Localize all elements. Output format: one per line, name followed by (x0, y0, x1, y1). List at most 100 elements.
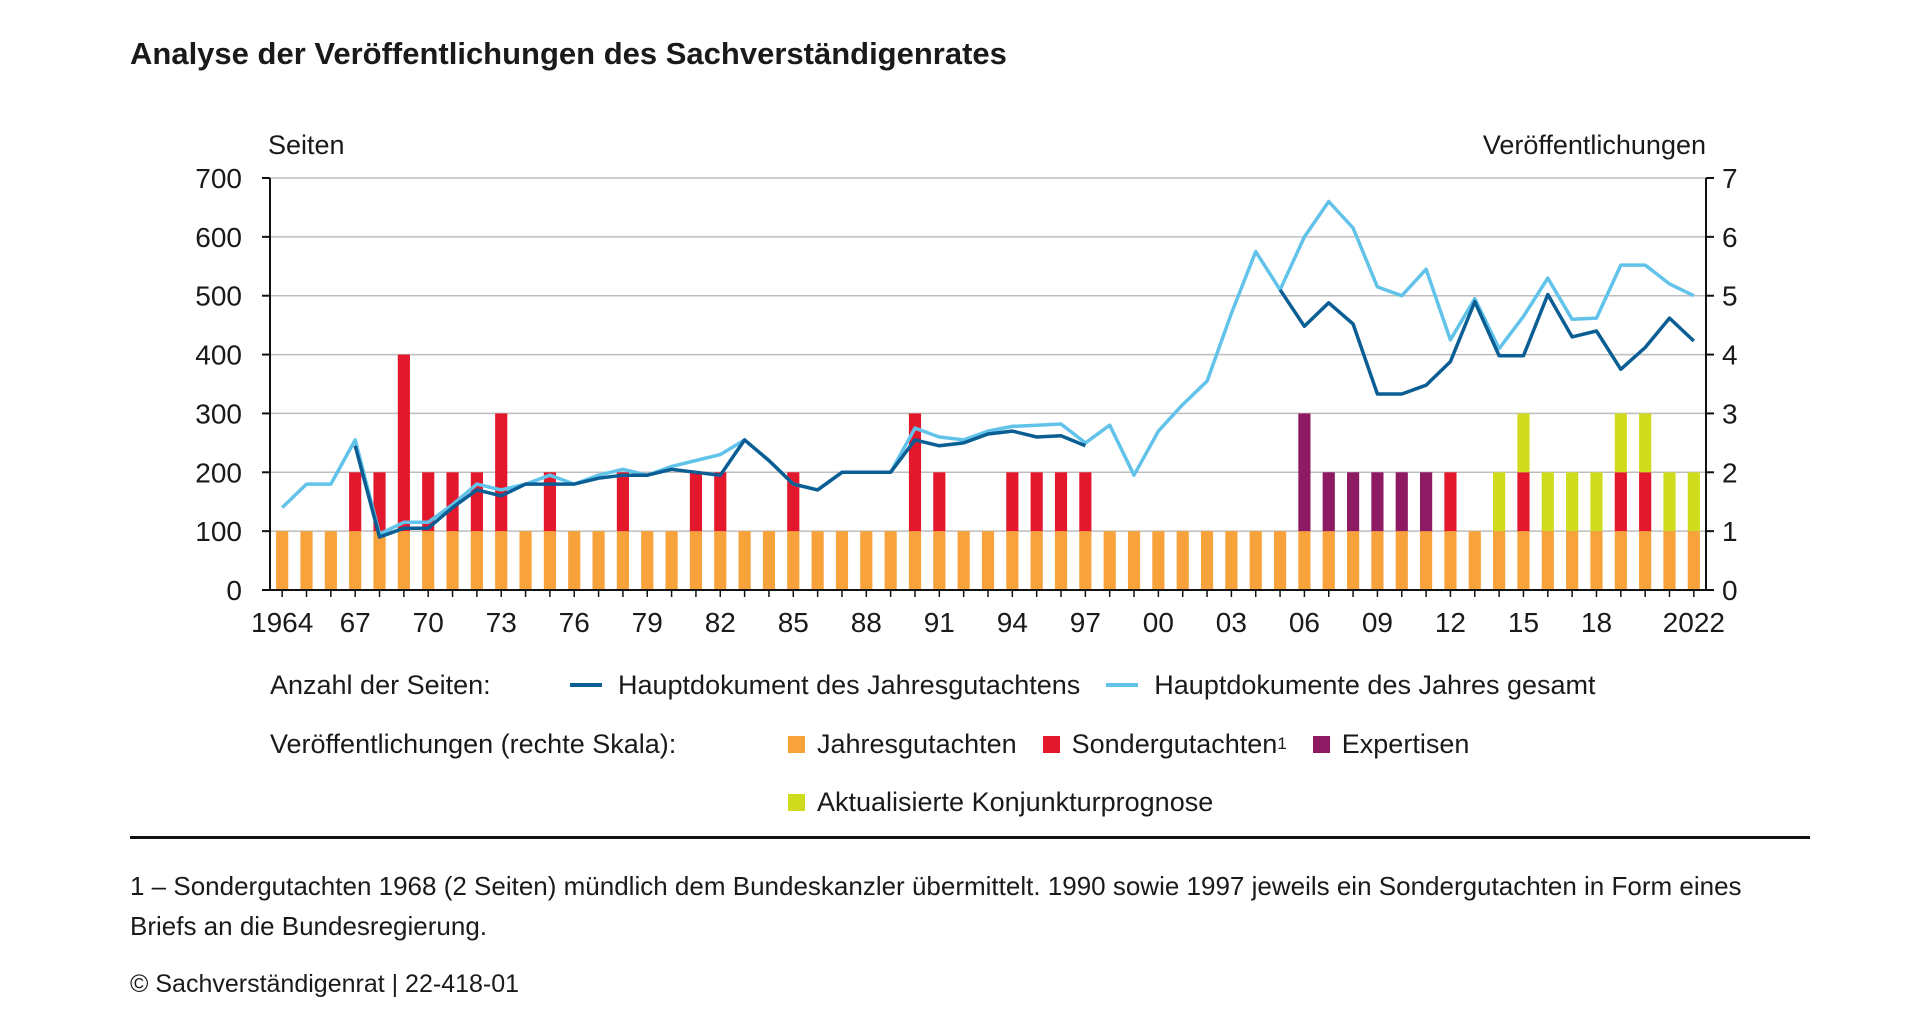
bar-sondergutachten-1985 (787, 472, 800, 532)
bar-jahresgutachten-1995 (1030, 531, 1043, 590)
y-tick-label-right: 1 (1722, 516, 1738, 547)
y-tick-label-right: 7 (1722, 163, 1738, 194)
legend-bars-label: Veröffentlichungen (rechte Skala): (270, 728, 677, 759)
legend-item-sondergutachten: Sondergutachten 1 (1042, 728, 1287, 760)
legend-label-sondergutachten: Sondergutachten (1071, 728, 1278, 759)
bar-jahresgutachten-1983 (738, 531, 751, 590)
bar-jahresgutachten-2007 (1322, 531, 1335, 590)
bar-jahresgutachten-2013 (1468, 531, 1481, 590)
bar-jahresgutachten-1975 (543, 531, 556, 590)
footnote-marker: 1 (1277, 734, 1287, 753)
bar-jahresgutachten-1980 (665, 531, 678, 590)
line-hauptdokument-des-jahresgutachtens (353, 288, 1696, 539)
legend-label-expertisen: Expertisen (1341, 728, 1470, 759)
bar-jahresgutachten-2015 (1517, 531, 1530, 590)
bar-jahresgutachten-2019 (1614, 531, 1627, 590)
bar-jahresgutachten-1993 (981, 531, 995, 590)
bar-jahresgutachten-1998 (1103, 531, 1116, 590)
bar-jahresgutachten-1977 (592, 531, 605, 590)
divider (130, 836, 1810, 839)
bar-expertisen-2011 (1420, 472, 1433, 532)
bar-sondergutachten-1994 (1006, 472, 1019, 532)
x-tick-label: 15 (1508, 607, 1539, 638)
bar-jahresgutachten-2018 (1590, 531, 1603, 590)
grid-lines (270, 177, 1706, 532)
x-tick-label: 70 (413, 607, 444, 638)
bar-sondergutachten-1971 (446, 472, 459, 532)
legend-swatch-sondergutachten (1042, 735, 1060, 753)
bar-jahresgutachten-1971 (446, 531, 459, 590)
bar-aktualisierte-konjunkturprognose-2015 (1517, 413, 1530, 473)
bar-jahresgutachten-2001 (1176, 531, 1189, 590)
x-tick-label: 12 (1435, 607, 1466, 638)
bar-sondergutachten-1981 (689, 472, 703, 532)
bar-aktualisierte-konjunkturprognose-2014 (1493, 472, 1506, 532)
bar-jahresgutachten-2009 (1371, 531, 1384, 590)
bar-sondergutachten-1972 (470, 472, 483, 532)
bar-jahresgutachten-2021 (1663, 531, 1676, 590)
bar-sondergutachten-1969 (397, 354, 410, 532)
bar-jahresgutachten-1978 (616, 531, 629, 590)
legend-label-jahresgutachten: Jahresgutachten (817, 728, 1017, 759)
bar-jahresgutachten-1966 (324, 531, 337, 590)
bar-jahresgutachten-2010 (1395, 531, 1408, 590)
bar-jahresgutachten-1991 (933, 531, 946, 590)
bar-jahresgutachten-2020 (1639, 531, 1652, 590)
bar-jahresgutachten-1986 (811, 531, 824, 590)
bar-jahresgutachten-2006 (1298, 531, 1311, 590)
bar-jahresgutachten-1967 (349, 531, 362, 590)
bar-aktualisierte-konjunkturprognose-2017 (1566, 472, 1579, 532)
bar-sondergutachten-1982 (714, 472, 727, 532)
bar-aktualisierte-konjunkturprognose-2021 (1663, 472, 1676, 532)
line-layer (280, 199, 1696, 539)
bar-jahresgutachten-1981 (689, 531, 703, 590)
y-tick-label-left: 500 (195, 281, 242, 312)
y-tick-label-right: 3 (1722, 398, 1738, 429)
bar-expertisen-2008 (1347, 472, 1360, 532)
x-tick-label: 82 (705, 607, 736, 638)
x-tick-label: 76 (559, 607, 590, 638)
y-tick-label-right: 4 (1722, 340, 1738, 371)
bar-sondergutachten-1967 (349, 472, 362, 532)
bar-expertisen-2007 (1322, 472, 1335, 532)
legend-item-jahresgutachten: Jahresgutachten (788, 729, 1017, 760)
legend-lines-row: Anzahl der Seiten: Hauptdokument des Jah… (270, 668, 1622, 702)
bar-aktualisierte-konjunkturprognose-2022 (1687, 472, 1700, 532)
bar-jahresgutachten-1974 (519, 531, 532, 590)
bar-jahresgutachten-1965 (300, 531, 313, 590)
bar-jahresgutachten-2012 (1444, 531, 1457, 590)
bar-jahresgutachten-1992 (957, 531, 970, 590)
bar-jahresgutachten-2008 (1347, 531, 1360, 590)
legend-swatch-gesamt (1106, 683, 1139, 687)
legend-bars-row-2: Aktualisierte Konjunkturprognose (788, 785, 1239, 819)
bar-jahresgutachten-1987 (835, 531, 849, 590)
bar-jahresgutachten-1996 (1054, 531, 1068, 590)
bar-jahresgutachten-1964 (276, 531, 289, 590)
y-tick-label-right: 2 (1722, 457, 1738, 488)
x-tick-label: 18 (1581, 607, 1612, 638)
bar-jahresgutachten-1982 (714, 531, 727, 590)
bar-jahresgutachten-1984 (762, 531, 776, 590)
bar-jahresgutachten-2002 (1200, 531, 1214, 590)
y-tick-label-left: 400 (195, 340, 242, 371)
legend-item-expertisen: Expertisen (1312, 728, 1470, 760)
y-tick-label-left: 100 (195, 516, 242, 547)
bar-jahresgutachten-1989 (884, 531, 897, 590)
bar-expertisen-2009 (1371, 472, 1384, 532)
bar-sondergutachten-1991 (933, 472, 946, 532)
x-tick-label: 85 (778, 607, 809, 638)
bar-jahresgutachten-2017 (1566, 531, 1579, 590)
copyright: © Sachverständigenrat | 22-418-01 (130, 970, 520, 998)
bar-aktualisierte-konjunkturprognose-2020 (1639, 413, 1652, 473)
y-tick-label-left: 300 (195, 398, 242, 429)
x-tick-label: 73 (486, 607, 517, 638)
bar-sondergutachten-1995 (1030, 472, 1043, 532)
legend-label-konjunkturprognose: Aktualisierte Konjunkturprognose (817, 786, 1214, 817)
legend-swatch-expertisen (1312, 735, 1330, 753)
y-axis-left-label: Seiten (268, 130, 345, 160)
bar-jahresgutachten-1972 (470, 531, 483, 590)
y-tick-label-right: 6 (1722, 222, 1738, 253)
bar-jahresgutachten-2016 (1541, 531, 1554, 590)
footnote: 1 – Sondergutachten 1968 (2 Seiten) münd… (130, 871, 1742, 941)
